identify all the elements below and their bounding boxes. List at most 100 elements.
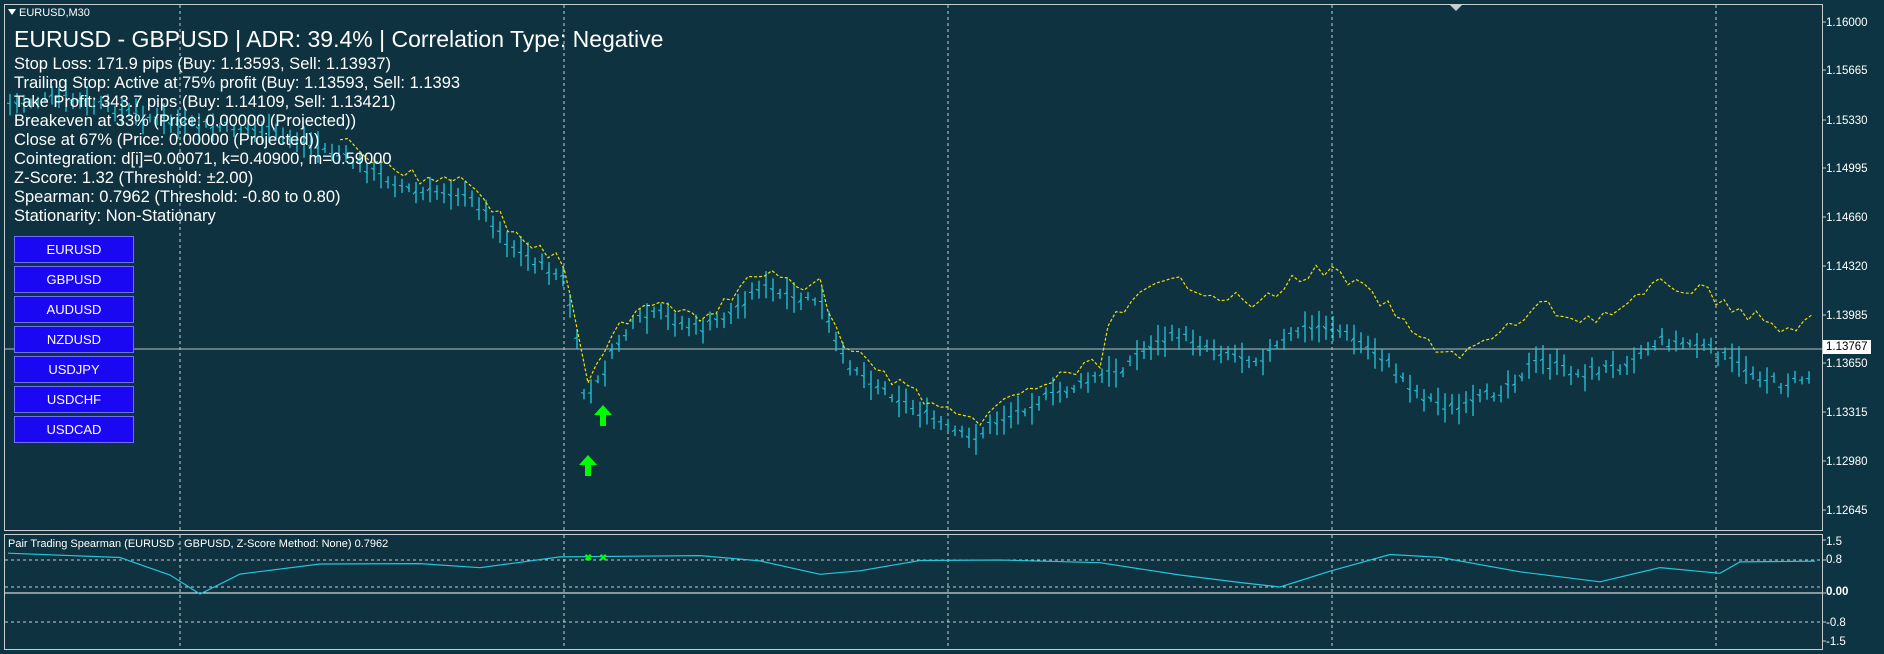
- price-bar-open: [1329, 327, 1334, 331]
- price-bar-open: [573, 336, 578, 340]
- price-bar-open: [1385, 358, 1390, 362]
- price-tick: 1.13315: [1826, 407, 1868, 419]
- price-bar-open: [468, 196, 473, 199]
- info-stop-loss: Stop Loss: 171.9 pips (Buy: 1.13593, Sel…: [14, 55, 392, 73]
- symbol-button-usdcad[interactable]: USDCAD: [14, 416, 134, 443]
- price-bar-open: [706, 318, 711, 323]
- price-bar-open: [720, 317, 725, 321]
- price-bar-open: [734, 304, 739, 308]
- price-bar-open: [1322, 325, 1327, 330]
- price-bar-open: [377, 172, 382, 175]
- main-price-chart[interactable]: [4, 4, 1823, 531]
- price-bar-open: [1707, 343, 1712, 347]
- price-bar-open: [832, 339, 837, 342]
- price-bar-open: [314, 147, 319, 149]
- price-bar-open: [209, 125, 214, 130]
- price-bar-open: [1504, 382, 1509, 386]
- price-bar-open: [608, 349, 613, 353]
- price-bar-open: [272, 129, 277, 133]
- price-bar-open: [930, 417, 935, 420]
- price-bar-open: [1189, 340, 1194, 344]
- price-bar-open: [1616, 369, 1621, 372]
- price-bar-open: [1406, 387, 1411, 391]
- price-bar-open: [811, 299, 816, 301]
- price-bar-open: [1007, 415, 1012, 418]
- price-bar-open: [1518, 374, 1523, 380]
- price-bar-open: [1742, 368, 1747, 373]
- price-bar-open: [160, 116, 165, 119]
- symbol-button-usdchf[interactable]: USDCHF: [14, 386, 134, 413]
- current-price-label: 1.13767: [1823, 340, 1871, 354]
- price-bar-open: [671, 323, 676, 326]
- price-bar-open: [349, 161, 354, 165]
- price-bar-open: [237, 128, 242, 131]
- price-bar-open: [195, 126, 200, 130]
- price-bar-open: [1511, 383, 1516, 386]
- price-bar-open: [300, 141, 305, 145]
- price-bar-open: [1679, 341, 1684, 345]
- price-bar-open: [1350, 337, 1355, 342]
- price-bar-open: [559, 274, 564, 277]
- price-bar-open: [1567, 373, 1572, 376]
- price-bar-open: [769, 287, 774, 291]
- price-bar-open: [1308, 326, 1313, 331]
- price-bar-open: [20, 102, 25, 106]
- price-bar-open: [1574, 373, 1579, 376]
- price-bar-open: [55, 96, 60, 99]
- price-bar-open: [1336, 329, 1341, 334]
- price-bar-open: [1280, 339, 1285, 341]
- price-bar-open: [412, 190, 417, 195]
- price-bar-open: [1665, 345, 1670, 348]
- symbol-button-audusd[interactable]: AUDUSD: [14, 296, 134, 323]
- price-bar-open: [580, 392, 585, 394]
- symbol-button-nzdusd[interactable]: NZDUSD: [14, 326, 134, 353]
- price-bar-open: [1210, 347, 1215, 352]
- price-bar-open: [1399, 375, 1404, 380]
- indicator-panel[interactable]: [4, 534, 1823, 650]
- price-bar-open: [601, 373, 606, 376]
- price-bar-open: [1315, 324, 1320, 329]
- price-bar-open: [566, 303, 571, 307]
- price-bar-open: [1658, 335, 1663, 339]
- price-bar-open: [1469, 398, 1474, 403]
- price-bar-open: [1161, 340, 1166, 344]
- price-bar-open: [6, 102, 11, 105]
- price-bar-open: [965, 435, 970, 439]
- price-bar-open: [1231, 353, 1236, 356]
- price-bar-open: [1693, 343, 1698, 347]
- symbol-button-gbpusd[interactable]: GBPUSD: [14, 266, 134, 293]
- price-bar-open: [1224, 351, 1229, 354]
- price-tick: 1.12980: [1826, 456, 1868, 468]
- signal-marker-icon: ✖: [599, 553, 607, 564]
- price-bar-open: [1462, 402, 1467, 404]
- price-bar-open: [230, 128, 235, 131]
- price-bar-open: [776, 292, 781, 295]
- symbol-button-usdjpy[interactable]: USDJPY: [14, 356, 134, 383]
- price-bar-open: [1147, 345, 1152, 349]
- price-tick: 1.16000: [1826, 17, 1868, 29]
- price-bar-open: [993, 421, 998, 425]
- price-bar-open: [1581, 375, 1586, 379]
- symbol-button-eurusd[interactable]: EURUSD: [14, 236, 134, 263]
- price-bar-open: [1154, 340, 1159, 343]
- price-bar-open: [958, 429, 963, 433]
- dropdown-triangle-icon[interactable]: [8, 9, 16, 15]
- price-bar-open: [1217, 353, 1222, 357]
- price-bar-open: [825, 320, 830, 323]
- price-bar-open: [1602, 364, 1607, 368]
- price-bar-open: [538, 260, 543, 265]
- price-bar-open: [321, 147, 326, 151]
- price-bar-open: [356, 159, 361, 162]
- price-bar-open: [1756, 379, 1761, 381]
- price-bar-open: [881, 387, 886, 391]
- buy-arrow-icon: [594, 405, 612, 426]
- price-bar-open: [1497, 394, 1502, 397]
- info-zscore: Z-Score: 1.32 (Threshold: ±2.00): [14, 169, 254, 187]
- price-bar-open: [370, 167, 375, 171]
- price-bar-open: [902, 400, 907, 403]
- info-close: Close at 67% (Price: 0.00000 (Projected)…: [14, 131, 320, 149]
- price-bar-open: [1476, 393, 1481, 397]
- price-bar-open: [524, 254, 529, 257]
- price-bar-open: [1413, 390, 1418, 392]
- chart-symbol-label[interactable]: EURUSD,M30: [8, 7, 90, 19]
